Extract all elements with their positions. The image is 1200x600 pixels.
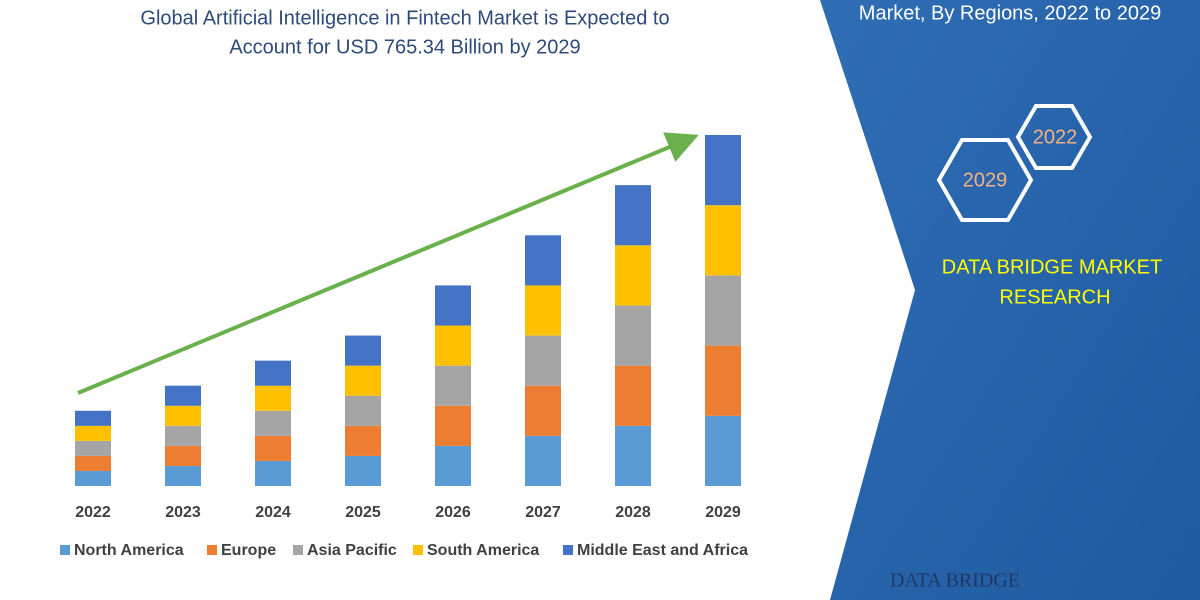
bar-segment xyxy=(165,425,201,446)
bar-segment xyxy=(255,460,291,486)
bar-segment xyxy=(705,345,741,416)
legend-label: South America xyxy=(427,542,539,559)
bar-segment xyxy=(345,365,381,396)
bar-segment xyxy=(525,285,561,336)
bar-segment xyxy=(75,455,111,471)
bar-segment xyxy=(525,435,561,486)
bar-segment xyxy=(525,385,561,436)
legend-swatch xyxy=(413,545,423,555)
legend-swatch xyxy=(207,545,217,555)
bar-segment xyxy=(255,435,291,461)
bar-segment xyxy=(435,285,471,326)
bar-segment xyxy=(615,365,651,426)
bar-segment xyxy=(165,465,201,486)
bar-segment xyxy=(435,445,471,486)
bar-segment xyxy=(255,360,291,386)
logo-text: DATA BRIDGE xyxy=(890,570,1020,592)
x-tick-label: 2028 xyxy=(615,504,651,521)
legend-label: North America xyxy=(74,542,184,559)
bar-segment xyxy=(615,425,651,486)
bar-segment xyxy=(345,335,381,366)
legend-swatch xyxy=(563,545,573,555)
bar-segment xyxy=(75,440,111,456)
bar-segment xyxy=(75,410,111,426)
bar-segment xyxy=(705,275,741,346)
hexagon-label: 2022 xyxy=(1033,126,1078,148)
bar-segment xyxy=(165,445,201,466)
bar-segment xyxy=(345,395,381,426)
x-tick-label: 2029 xyxy=(705,504,741,521)
plot: 2022 2023 2024 2025 2026 2027 2028 2029 North Am… xyxy=(60,135,748,559)
legend-swatch xyxy=(293,545,303,555)
legend-swatch xyxy=(60,545,70,555)
bar-segment xyxy=(615,305,651,366)
chart-title: Global Artificial Intelligence in Fintec… xyxy=(140,7,669,29)
bar-segment xyxy=(435,365,471,406)
brand-text: DATA BRIDGE MARKET xyxy=(942,256,1162,278)
bar-segment xyxy=(705,415,741,486)
x-tick-label: 2027 xyxy=(525,504,561,521)
bar-segment xyxy=(345,425,381,456)
bar-segment xyxy=(705,135,741,206)
hexagon xyxy=(1015,104,1093,170)
bar-segment xyxy=(615,185,651,246)
brand-text: RESEARCH xyxy=(999,286,1110,308)
hexagon xyxy=(936,138,1034,222)
bar-segment xyxy=(75,425,111,441)
trend-arrow xyxy=(77,132,699,395)
hexagon-label: 2029 xyxy=(963,169,1008,191)
legend-label: Europe xyxy=(221,542,276,559)
x-tick-label: 2022 xyxy=(75,504,111,521)
bar-segment xyxy=(165,405,201,426)
panel-heading: Market, By Regions, 2022 to 2029 xyxy=(859,2,1161,24)
chart-title: Account for USD 765.34 Billion by 2029 xyxy=(229,36,580,58)
legend-label: Middle East and Africa xyxy=(577,542,748,559)
bar-segment xyxy=(345,455,381,486)
bar-segment xyxy=(705,205,741,276)
bar-segment xyxy=(615,245,651,306)
bar-segment xyxy=(75,470,111,486)
bar-segment xyxy=(525,335,561,386)
bar-segment xyxy=(255,385,291,411)
x-tick-label: 2026 xyxy=(435,504,471,521)
side-panel xyxy=(820,0,1200,600)
x-tick-label: 2024 xyxy=(255,504,291,521)
bar-segment xyxy=(165,385,201,406)
bar-segment xyxy=(255,410,291,436)
x-tick-label: 2023 xyxy=(165,504,201,521)
x-tick-label: 2025 xyxy=(345,504,381,521)
bar-segment xyxy=(435,325,471,366)
bar-segment xyxy=(435,405,471,446)
legend-label: Asia Pacific xyxy=(307,542,397,559)
bar-segment xyxy=(525,235,561,286)
